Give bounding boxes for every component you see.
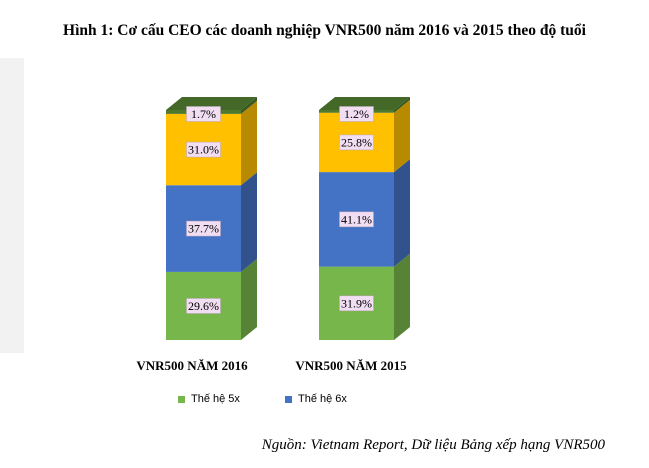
- data-label-box-1-3: [339, 106, 374, 122]
- data-label-0-1: 37.7%: [188, 222, 219, 236]
- legend: Thế hệ 5x Thế hệ 6x: [0, 393, 649, 411]
- legend-label-5x: Thế hệ 5x: [191, 393, 240, 405]
- bar-1-seg-2-side: [394, 99, 410, 173]
- bar-1-seg-0-side: [394, 253, 410, 340]
- data-label-0-2: 31.0%: [188, 143, 219, 157]
- legend-swatch-6x: [285, 395, 292, 403]
- bar-1-seg-3-side: [394, 97, 410, 113]
- bar-0-seg-2-side: [241, 100, 257, 186]
- bar-0-seg-3-side: [241, 97, 257, 114]
- category-label-2016: VNR500 NĂM 2016: [136, 358, 248, 373]
- legend-item-6x: Thế hệ 6x: [285, 393, 347, 405]
- bar-0-seg-1-side: [241, 172, 257, 272]
- data-label-box-0-0: [186, 298, 221, 314]
- data-label-1-0: 31.9%: [341, 296, 372, 310]
- legend-swatch-5x: [178, 395, 185, 403]
- bar-0-seg-0-side: [241, 258, 257, 340]
- bar-1-seg-1-side: [394, 159, 410, 267]
- data-label-box-0-2: [186, 141, 221, 158]
- data-label-box-1-0: [339, 295, 374, 312]
- data-label-0-3: 1.7%: [191, 107, 216, 121]
- data-label-box-1-1: [339, 211, 374, 228]
- data-label-1-3: 1.2%: [344, 107, 369, 121]
- legend-label-6x: Thế hệ 6x: [298, 393, 347, 405]
- data-label-1-2: 25.8%: [341, 135, 372, 149]
- chart-title: Hình 1: Cơ cấu CEO các doanh nghiệp VNR5…: [63, 22, 586, 39]
- data-label-box-0-1: [186, 220, 221, 237]
- plot-area-edge: [0, 58, 24, 353]
- source-note: Nguồn: Vietnam Report, Dữ liệu Bảng xếp …: [261, 437, 605, 453]
- data-label-0-0: 29.6%: [188, 299, 219, 313]
- data-label-box-0-3: [186, 106, 221, 122]
- category-label-2015: VNR500 NĂM 2015: [295, 358, 407, 373]
- data-label-box-1-2: [339, 134, 374, 151]
- data-label-1-1: 41.1%: [341, 212, 372, 226]
- legend-item-5x: Thế hệ 5x: [178, 393, 240, 405]
